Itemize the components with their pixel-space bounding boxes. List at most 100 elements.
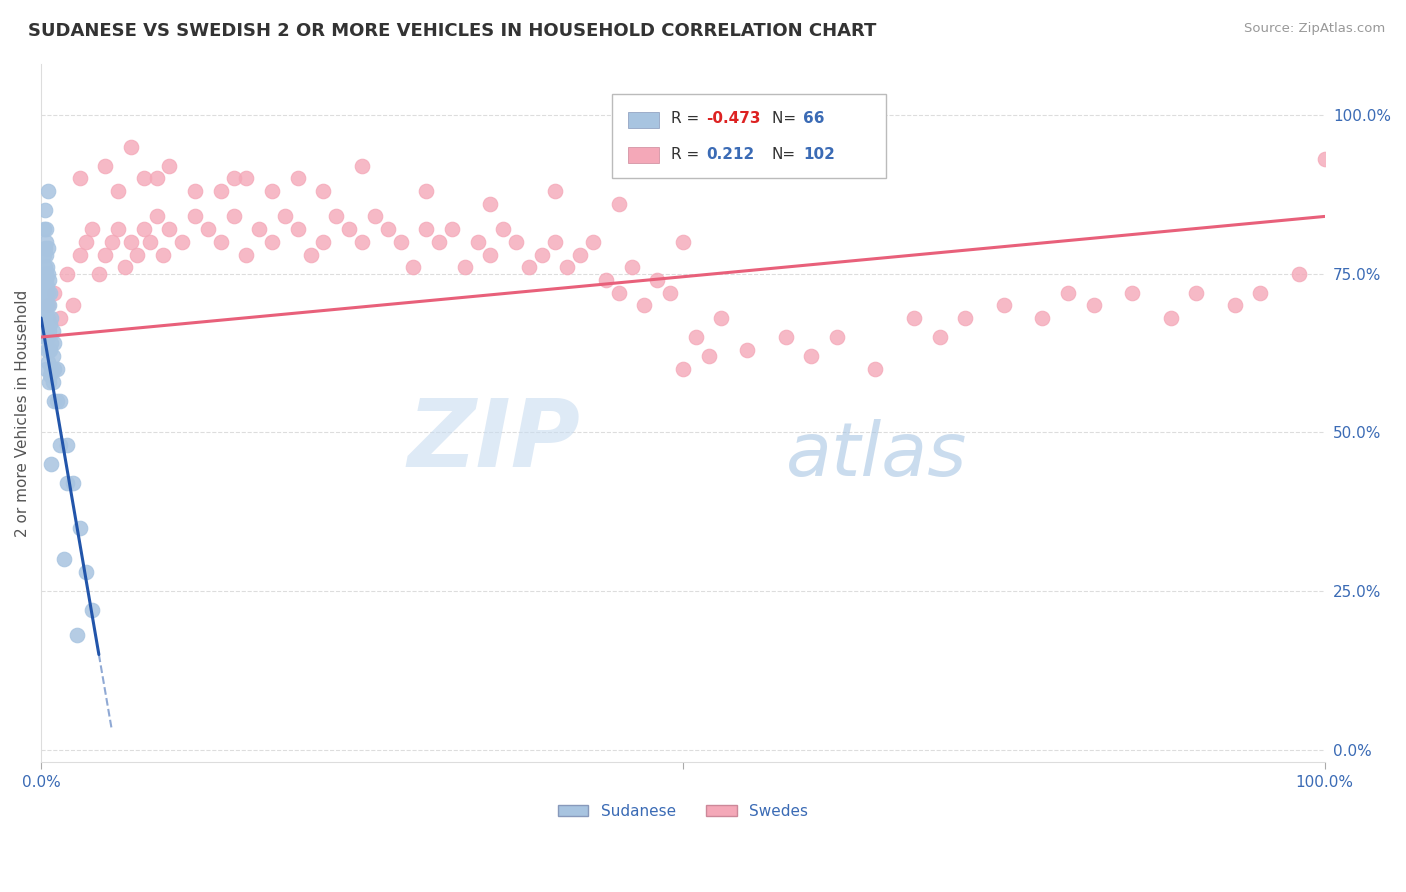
- Point: [132, 171, 155, 186]
- Point: [775, 330, 797, 344]
- Text: ZIP: ZIP: [408, 395, 581, 487]
- Point: [34, 330, 56, 344]
- Point: [262, 235, 284, 249]
- Point: [35, 279, 58, 293]
- Point: [505, 235, 527, 249]
- Point: [107, 184, 129, 198]
- Point: [543, 184, 565, 198]
- Point: [31, 311, 53, 326]
- Point: [184, 184, 207, 198]
- Point: [672, 361, 695, 376]
- Point: [274, 210, 297, 224]
- Point: [607, 285, 630, 300]
- Point: [37, 311, 59, 326]
- Point: [32, 267, 55, 281]
- Point: [145, 171, 167, 186]
- Point: [159, 159, 181, 173]
- Legend: Sudanese, Swedes: Sudanese, Swedes: [551, 797, 814, 824]
- Point: [312, 235, 335, 249]
- Point: [41, 311, 63, 326]
- Point: [1031, 311, 1053, 326]
- Point: [415, 222, 437, 236]
- Point: [197, 222, 219, 236]
- Point: [49, 438, 72, 452]
- Point: [107, 222, 129, 236]
- Point: [325, 210, 347, 224]
- Point: [172, 235, 194, 249]
- Text: R =: R =: [671, 147, 709, 161]
- Point: [62, 476, 84, 491]
- Point: [34, 311, 56, 326]
- Point: [38, 343, 60, 357]
- Point: [222, 210, 245, 224]
- Point: [35, 267, 58, 281]
- Point: [41, 361, 63, 376]
- Point: [735, 343, 758, 357]
- Point: [402, 260, 425, 275]
- Point: [710, 311, 733, 326]
- Point: [222, 171, 245, 186]
- Point: [620, 260, 643, 275]
- Point: [34, 235, 56, 249]
- Point: [543, 235, 565, 249]
- Point: [235, 171, 257, 186]
- Point: [41, 324, 63, 338]
- Point: [37, 355, 59, 369]
- Point: [415, 184, 437, 198]
- Point: [53, 552, 76, 566]
- Point: [517, 260, 540, 275]
- Text: R =: R =: [671, 112, 704, 126]
- Point: [35, 285, 58, 300]
- Point: [41, 457, 63, 471]
- Text: N=: N=: [772, 112, 801, 126]
- Point: [62, 298, 84, 312]
- Point: [82, 222, 104, 236]
- Point: [569, 247, 592, 261]
- Point: [903, 311, 925, 326]
- Point: [37, 267, 59, 281]
- Point: [955, 311, 977, 326]
- Point: [34, 241, 56, 255]
- Y-axis label: 2 or more Vehicles in Household: 2 or more Vehicles in Household: [15, 290, 30, 537]
- Point: [337, 222, 360, 236]
- Point: [69, 520, 91, 534]
- Point: [1083, 298, 1105, 312]
- Point: [1160, 311, 1182, 326]
- Point: [35, 330, 58, 344]
- Point: [1288, 267, 1310, 281]
- Point: [287, 222, 309, 236]
- Point: [45, 393, 67, 408]
- Point: [38, 375, 60, 389]
- Text: Source: ZipAtlas.com: Source: ZipAtlas.com: [1244, 22, 1385, 36]
- Point: [55, 267, 77, 281]
- Point: [38, 273, 60, 287]
- Point: [94, 247, 117, 261]
- Point: [209, 235, 232, 249]
- Point: [440, 222, 463, 236]
- Point: [35, 222, 58, 236]
- Point: [685, 330, 707, 344]
- Point: [87, 267, 110, 281]
- Point: [645, 273, 668, 287]
- Point: [37, 285, 59, 300]
- Point: [247, 222, 270, 236]
- Point: [49, 393, 72, 408]
- Point: [34, 298, 56, 312]
- Point: [45, 361, 67, 376]
- Point: [41, 349, 63, 363]
- Point: [159, 222, 181, 236]
- Point: [35, 298, 58, 312]
- Point: [1121, 285, 1143, 300]
- Point: [1313, 153, 1336, 167]
- Point: [35, 304, 58, 318]
- Point: [35, 260, 58, 275]
- Point: [825, 330, 848, 344]
- Point: [34, 298, 56, 312]
- Point: [350, 159, 373, 173]
- Point: [32, 222, 55, 236]
- Point: [69, 247, 91, 261]
- Point: [479, 196, 502, 211]
- Point: [34, 273, 56, 287]
- Point: [492, 222, 515, 236]
- Point: [389, 235, 412, 249]
